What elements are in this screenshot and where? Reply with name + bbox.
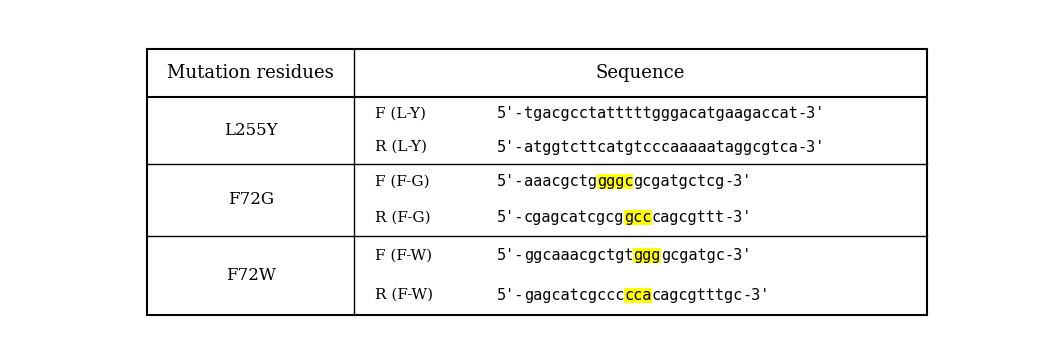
Text: gcgatgctcg: gcgatgctcg bbox=[633, 174, 724, 189]
Text: gcgatgc: gcgatgc bbox=[660, 248, 724, 263]
Text: Mutation residues: Mutation residues bbox=[168, 64, 334, 82]
Text: cagcgtttgc: cagcgtttgc bbox=[652, 288, 743, 303]
Text: gcc: gcc bbox=[625, 210, 652, 225]
Text: F72G: F72G bbox=[227, 191, 274, 208]
Text: cgagcatcgcg: cgagcatcgcg bbox=[524, 210, 625, 225]
Text: R (F-G): R (F-G) bbox=[375, 211, 431, 225]
Text: R (F-W): R (F-W) bbox=[375, 288, 433, 302]
Text: tgacgcctatttttgggacatgaagaccat: tgacgcctatttttgggacatgaagaccat bbox=[524, 107, 798, 121]
Text: atggtcttcatgtcccaaaaataggcgtca: atggtcttcatgtcccaaaaataggcgtca bbox=[524, 140, 798, 155]
Text: L255Y: L255Y bbox=[224, 122, 278, 139]
Text: 5'-: 5'- bbox=[497, 288, 524, 303]
Text: R (L-Y): R (L-Y) bbox=[375, 140, 427, 154]
Text: F (F-G): F (F-G) bbox=[375, 175, 430, 189]
Text: cagcgttt: cagcgttt bbox=[652, 210, 724, 225]
Text: F (L-Y): F (L-Y) bbox=[375, 107, 425, 121]
Text: F (F-W): F (F-W) bbox=[375, 249, 432, 262]
Text: -3': -3' bbox=[798, 107, 825, 121]
Text: 5'-: 5'- bbox=[497, 140, 524, 155]
Text: 5'-: 5'- bbox=[497, 248, 524, 263]
Text: ggcaaacgctgt: ggcaaacgctgt bbox=[524, 248, 633, 263]
Text: gagcatcgccc: gagcatcgccc bbox=[524, 288, 625, 303]
Text: 5'-: 5'- bbox=[497, 210, 524, 225]
Text: 5'-: 5'- bbox=[497, 107, 524, 121]
Text: Sequence: Sequence bbox=[596, 64, 685, 82]
Text: gggc: gggc bbox=[597, 174, 633, 189]
Text: -3': -3' bbox=[743, 288, 770, 303]
Text: F72W: F72W bbox=[225, 267, 276, 284]
Text: 5'-: 5'- bbox=[497, 174, 524, 189]
Text: -3': -3' bbox=[724, 248, 752, 263]
Text: ggg: ggg bbox=[633, 248, 660, 263]
Text: -3': -3' bbox=[798, 140, 825, 155]
Text: cca: cca bbox=[625, 288, 652, 303]
Text: -3': -3' bbox=[724, 174, 752, 189]
Text: aaacgctg: aaacgctg bbox=[524, 174, 597, 189]
Text: -3': -3' bbox=[724, 210, 752, 225]
